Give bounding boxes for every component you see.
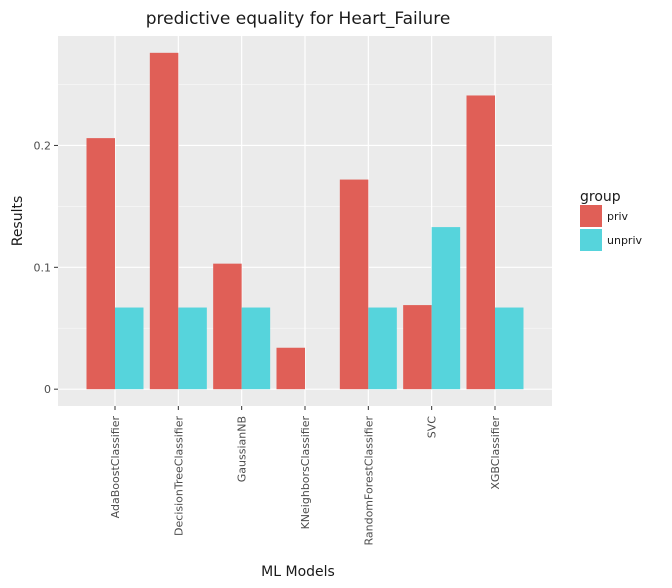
x-tick-label: KNeighborsClassifier <box>299 416 312 530</box>
bar-priv-KNeighborsClassifier <box>276 347 305 390</box>
bar-priv-SVC <box>403 305 432 390</box>
bar-priv-DecisionTreeClassifier <box>149 52 179 390</box>
x-tick-label: XGBClassifier <box>489 416 502 490</box>
y-axis: 0 0.1 0.2 <box>34 139 58 396</box>
x-tick-label: DecisionTreeClassifier <box>172 416 185 536</box>
legend-label-unpriv: unpriv <box>607 234 643 247</box>
y-tick-label: 0.2 <box>34 139 52 152</box>
x-tick-label: AdaBoostClassifier <box>109 416 122 519</box>
x-tick-label: RandomForestClassifier <box>362 416 375 546</box>
bar-priv-XGBClassifier <box>466 95 495 390</box>
bar-unpriv-AdaBoostClassifier <box>115 307 144 390</box>
bar-priv-GaussianNB <box>213 263 242 390</box>
legend: group priv unpriv <box>580 189 643 251</box>
legend-label-priv: priv <box>607 210 629 223</box>
x-axis-title: ML Models <box>261 564 335 580</box>
legend-swatch-unpriv <box>580 229 602 251</box>
bar-unpriv-SVC <box>431 227 461 390</box>
x-tick-label: GaussianNB <box>236 416 249 482</box>
x-axis: AdaBoostClassifier DecisionTreeClassifier… <box>109 406 502 546</box>
bar-priv-AdaBoostClassifier <box>86 138 115 390</box>
bar-unpriv-RandomForestClassifier <box>368 307 397 390</box>
bar-unpriv-GaussianNB <box>241 307 271 390</box>
y-axis-title: Results <box>10 196 26 247</box>
x-tick-label: SVC <box>426 416 439 439</box>
legend-title: group <box>580 189 621 205</box>
bar-priv-RandomForestClassifier <box>339 179 369 390</box>
legend-swatch-priv <box>580 205 602 227</box>
chart-title: predictive equality for Heart_Failure <box>146 9 451 29</box>
bar-unpriv-DecisionTreeClassifier <box>178 307 207 390</box>
y-tick-label: 0.1 <box>34 261 52 274</box>
y-tick-label: 0 <box>44 383 51 396</box>
bars <box>86 52 524 390</box>
bar-unpriv-XGBClassifier <box>495 307 524 390</box>
